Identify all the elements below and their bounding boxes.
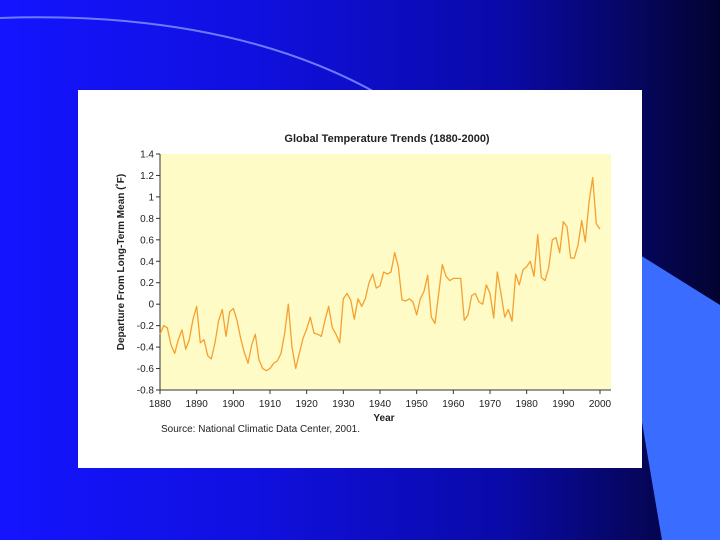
y-tick-label: 1.2: [140, 171, 154, 182]
y-tick-label: 0: [148, 300, 154, 311]
y-axis-label: Departure From Long-Term Mean (˚F): [115, 174, 127, 350]
x-tick-label: 1890: [186, 399, 209, 410]
top-arc-decoration: [0, 16, 381, 96]
y-tick-label: 0.8: [140, 214, 154, 225]
chart-panel: Global Temperature Trends (1880-2000) -0…: [78, 90, 642, 468]
x-tick-label: 1910: [259, 399, 282, 410]
x-tick-label: 1880: [149, 399, 172, 410]
source-note: Source: National Climatic Data Center, 2…: [161, 424, 360, 435]
right-accent-shape: [640, 255, 720, 540]
x-axis-label: Year: [373, 413, 394, 424]
y-tick-label: 0.2: [140, 278, 154, 289]
x-tick-label: 1980: [516, 399, 539, 410]
y-tick-label: 1.4: [140, 150, 154, 161]
y-tick-label: -0.2: [137, 321, 155, 332]
y-tick-label: 0.4: [140, 257, 154, 268]
temperature-chart: Global Temperature Trends (1880-2000) -0…: [115, 133, 612, 435]
y-tick-label: -0.8: [137, 386, 155, 397]
y-tick-label: 1: [148, 192, 154, 203]
x-tick-label: 1960: [442, 399, 465, 410]
x-tick-label: 1930: [332, 399, 355, 410]
x-tick-label: 1920: [296, 399, 319, 410]
x-tick-label: 1950: [406, 399, 429, 410]
x-axis-ticks: 1880 1890 1900 1910 1920 1930 1940 1950 1960 1970…: [149, 390, 612, 410]
y-tick-label: -0.4: [137, 343, 155, 354]
y-tick-label: -0.6: [137, 364, 155, 375]
y-tick-label: 0.6: [140, 235, 154, 246]
series-line-global-temperature: [159, 176, 601, 372]
plot-area: [160, 154, 611, 390]
y-axis-ticks: -0.8 -0.6 -0.4 -0.2 0 0.2 0.4 0.6 0.8 1 1.2 1.4: [137, 150, 160, 397]
x-tick-label: 1900: [222, 399, 245, 410]
chart-title: Global Temperature Trends (1880-2000): [284, 133, 490, 145]
x-tick-label: 2000: [589, 399, 612, 410]
x-tick-label: 1970: [479, 399, 502, 410]
x-tick-label: 1990: [552, 399, 575, 410]
x-tick-label: 1940: [369, 399, 392, 410]
